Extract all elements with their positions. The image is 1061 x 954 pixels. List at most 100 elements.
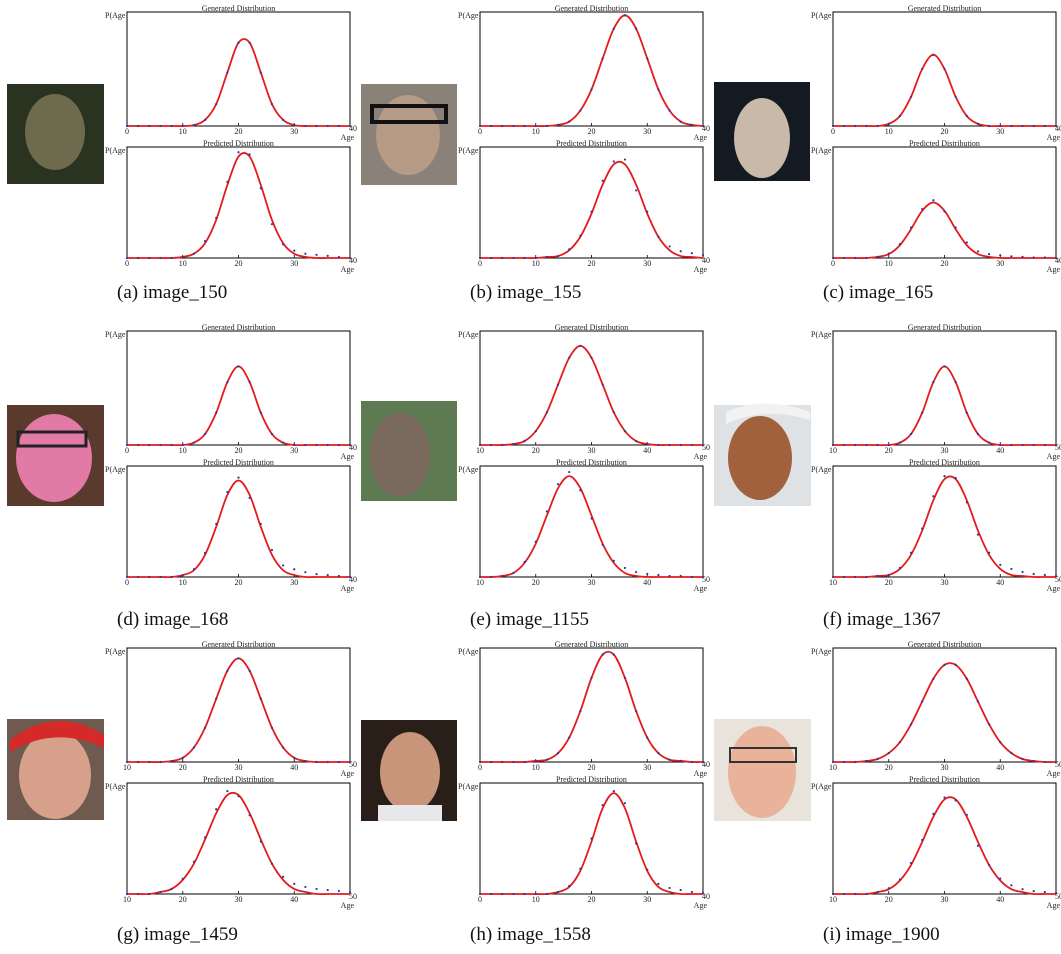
distribution-dot <box>148 124 151 128</box>
x-tick-label: 30 <box>588 446 596 455</box>
x-tick-label: 0 <box>125 446 129 455</box>
caption: (d) image_168 <box>117 609 228 630</box>
distribution-dot <box>932 677 935 680</box>
distribution-dot <box>125 443 129 447</box>
distribution-dot <box>490 256 493 260</box>
distribution-dot <box>282 243 285 246</box>
x-axis-label: Age <box>1047 901 1061 910</box>
distribution-dot <box>701 254 705 257</box>
distribution-curve <box>833 662 1057 763</box>
distribution-dot <box>304 759 307 763</box>
distribution-dot <box>854 124 857 128</box>
distribution-dot <box>612 27 615 30</box>
distribution-dot <box>203 551 207 554</box>
caption: (c) image_165 <box>823 282 933 303</box>
distribution-dot <box>348 575 352 579</box>
distribution-dot <box>999 254 1002 257</box>
distribution-curve <box>126 152 350 259</box>
x-tick-label: 20 <box>235 259 243 268</box>
distribution-dot <box>965 114 968 118</box>
distribution-dot <box>512 442 515 446</box>
distribution-dot <box>170 887 173 891</box>
distribution-dot <box>192 124 195 127</box>
distribution-dot <box>159 124 162 128</box>
distribution-dot <box>192 860 195 863</box>
distribution-dot <box>478 892 482 896</box>
x-axis-label: Age <box>1047 133 1061 142</box>
x-tick-label: 0 <box>125 259 129 268</box>
chart: Generated Distribution P(Age Age 0 10 20 30 40 <box>458 4 710 142</box>
caption: (b) image_155 <box>470 282 581 303</box>
distribution-dot <box>1054 891 1058 895</box>
distribution-dot <box>943 796 946 799</box>
chart: Predicted Distribution P(Age Age 10 20 30 40 50 <box>458 458 710 593</box>
x-tick-label: 10 <box>476 578 484 587</box>
chart: Generated Distribution P(Age Age 0 10 20 30 40 <box>458 640 710 778</box>
distribution-dot <box>657 443 660 447</box>
distribution-dot <box>501 443 504 447</box>
distribution-dot <box>501 760 504 764</box>
distribution-dot <box>226 180 229 183</box>
face-photo <box>361 401 457 501</box>
distribution-dot <box>259 187 262 190</box>
distribution-curve <box>127 365 350 447</box>
distribution-dot <box>612 160 615 163</box>
distribution-dot <box>568 120 571 123</box>
distribution-dot <box>965 677 968 680</box>
chart-title: Generated Distribution <box>908 640 982 649</box>
distribution-dot <box>1021 124 1024 128</box>
distribution-dot <box>148 256 151 260</box>
distribution-dot <box>988 124 991 128</box>
distribution-dot <box>865 256 868 260</box>
y-axis-label: P(Age <box>811 11 832 20</box>
distribution-dot <box>668 443 671 447</box>
plot-frame <box>832 146 1057 259</box>
distribution-dot <box>865 124 868 128</box>
distribution-dot <box>270 102 274 106</box>
distribution-dot <box>125 760 129 764</box>
distribution-dot <box>635 842 638 845</box>
distribution-dot <box>337 255 340 259</box>
x-tick-label: 20 <box>941 259 949 268</box>
x-axis-label: Age <box>694 133 708 142</box>
distribution-dot <box>192 441 195 444</box>
y-axis-label: P(Age <box>105 146 126 155</box>
chart-title: Generated Distribution <box>555 4 629 13</box>
distribution-dot <box>125 124 129 128</box>
x-tick-label: 30 <box>941 763 949 772</box>
x-axis-label: Age <box>341 901 355 910</box>
distribution-dot <box>1043 573 1046 577</box>
distribution-dot <box>1021 570 1024 574</box>
distribution-dot <box>909 723 913 726</box>
distribution-dot <box>590 517 593 520</box>
x-tick-label: 30 <box>996 259 1004 268</box>
distribution-dot <box>831 443 835 447</box>
distribution-dot <box>534 430 537 433</box>
distribution-dot <box>854 760 857 764</box>
distribution-dot <box>854 575 857 579</box>
distribution-dot <box>976 250 980 253</box>
distribution-dot <box>1032 124 1035 128</box>
x-tick-label: 50 <box>349 760 357 769</box>
y-axis-label: P(Age <box>458 146 479 155</box>
chart-title: Generated Distribution <box>202 640 276 649</box>
x-tick-label: 20 <box>885 895 893 904</box>
distribution-dot <box>170 124 173 128</box>
distribution-dot <box>478 256 482 260</box>
distribution-dot <box>490 892 493 896</box>
plot-frame <box>479 647 704 763</box>
x-tick-label: 30 <box>643 763 651 772</box>
distribution-dot <box>843 443 846 447</box>
x-tick-label: 20 <box>885 578 893 587</box>
x-tick-label: 30 <box>643 259 651 268</box>
plot-frame <box>126 11 351 127</box>
distribution-dot <box>679 574 682 578</box>
distribution-dot <box>854 443 857 447</box>
distribution-dot <box>646 210 649 213</box>
x-axis-label: Age <box>1047 452 1061 461</box>
distribution-dot <box>1054 760 1058 764</box>
distribution-dot <box>568 356 571 359</box>
chart-title: Predicted Distribution <box>203 458 274 467</box>
distribution-dot <box>657 752 660 755</box>
x-tick-label: 0 <box>125 127 129 136</box>
